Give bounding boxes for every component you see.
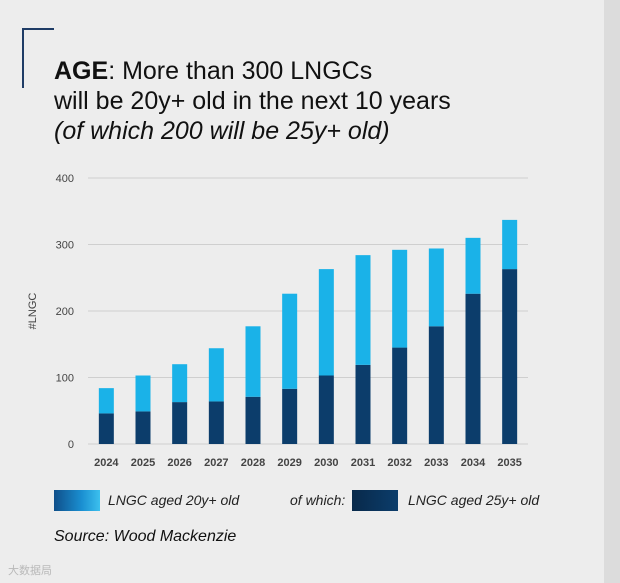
x-tick-label-2030: 2030 — [314, 457, 338, 469]
x-tick-label-2027: 2027 — [204, 457, 228, 469]
watermark: 大数据局 — [8, 565, 52, 577]
page-edge-strip — [604, 0, 620, 583]
chart-title: AGE: More than 300 LNGCs will be 20y+ ol… — [54, 56, 594, 146]
bar-2030-series-1 — [318, 375, 334, 444]
bar-2028-series-1 — [245, 396, 261, 444]
legend-label-20y: LNGC aged 20y+ old — [108, 492, 240, 508]
bar-2031-series-2 — [355, 255, 371, 365]
x-tick-label-2029: 2029 — [277, 457, 301, 469]
title-line-2: will be 20y+ old in the next 10 years — [54, 87, 451, 115]
bar-2031-series-1 — [355, 364, 371, 444]
y-tick-label-0: 0 — [68, 439, 74, 451]
bar-2024-series-2 — [98, 388, 114, 414]
legend-label-25y: LNGC aged 25y+ old — [408, 492, 540, 508]
source-note: Source: Wood Mackenzie — [54, 528, 237, 545]
y-tick-label-400: 400 — [56, 173, 74, 185]
bar-2033-series-1 — [428, 326, 444, 444]
x-tick-label-2026: 2026 — [167, 457, 191, 469]
y-tick-label-300: 300 — [56, 240, 74, 252]
bar-2029-series-2 — [282, 293, 298, 389]
bar-2025-series-1 — [135, 411, 151, 444]
bar-2032-series-1 — [392, 347, 408, 444]
stacked-bar-chart: 0 100 200 300 400 #LNGC 2024 2025 2026 2027 2028 20… — [27, 173, 528, 469]
bar-2027-series-2 — [208, 348, 224, 402]
legend-swatch-25y — [352, 490, 398, 511]
bar-2026-series-2 — [172, 364, 188, 403]
title-rest: : More than 300 LNGCs — [108, 57, 373, 85]
y-tick-label-200: 200 — [56, 306, 74, 318]
x-tick-label-2024: 2024 — [94, 457, 119, 469]
bar-2034-series-1 — [465, 293, 481, 444]
title-bold-word: AGE — [54, 57, 109, 85]
bar-2025-series-2 — [135, 375, 151, 412]
bar-2024-series-1 — [98, 413, 114, 444]
bar-2035-series-1 — [502, 269, 518, 444]
legend-of-which: of which: — [290, 492, 346, 508]
bar-2029-series-1 — [282, 388, 298, 444]
legend-swatch-20y — [54, 490, 100, 511]
x-tick-label-2025: 2025 — [131, 457, 155, 469]
x-tick-label-2033: 2033 — [424, 457, 448, 469]
x-tick-label-2035: 2035 — [497, 457, 521, 469]
x-tick-label-2032: 2032 — [387, 457, 411, 469]
bar-2030-series-2 — [318, 269, 334, 376]
title-bracket — [22, 28, 54, 88]
bar-2027-series-1 — [208, 401, 224, 444]
y-tick-label-100: 100 — [56, 373, 74, 385]
x-tick-label-2031: 2031 — [351, 457, 375, 469]
bar-2028-series-2 — [245, 326, 261, 397]
bar-2033-series-2 — [428, 248, 444, 327]
x-tick-label-2028: 2028 — [241, 457, 265, 469]
bar-2032-series-2 — [392, 249, 408, 348]
y-axis-label: #LNGC — [27, 293, 39, 330]
title-line-3: (of which 200 will be 25y+ old) — [54, 117, 390, 145]
bar-2034-series-2 — [465, 237, 481, 294]
x-tick-label-2034: 2034 — [461, 457, 486, 469]
bar-2035-series-2 — [502, 219, 518, 270]
bar-2026-series-1 — [172, 402, 188, 444]
